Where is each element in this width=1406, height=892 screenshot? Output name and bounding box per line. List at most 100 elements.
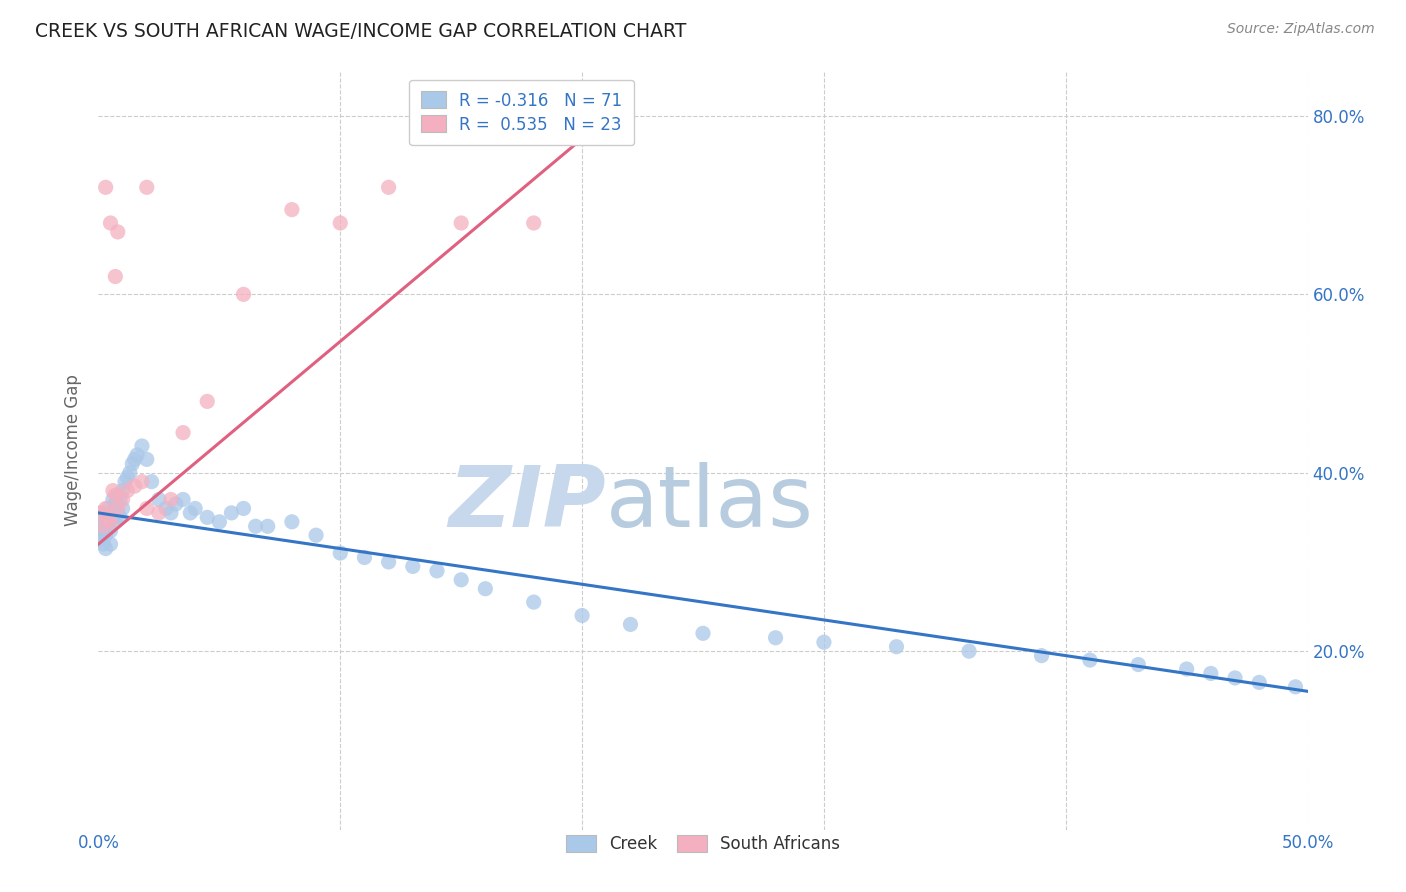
Point bbox=[108, 510, 131, 524]
Point bbox=[104, 488, 127, 502]
Point bbox=[104, 269, 127, 284]
Text: atlas: atlas bbox=[606, 462, 814, 545]
Point bbox=[172, 492, 194, 507]
Point bbox=[91, 537, 114, 551]
Point bbox=[121, 457, 143, 471]
Legend: Creek, South Africans: Creek, South Africans bbox=[555, 825, 851, 863]
Point bbox=[91, 519, 114, 533]
Point bbox=[91, 510, 114, 524]
Point bbox=[111, 483, 134, 498]
Point bbox=[160, 506, 183, 520]
Point bbox=[107, 506, 129, 520]
Y-axis label: Wage/Income Gap: Wage/Income Gap bbox=[65, 375, 83, 526]
Point bbox=[523, 216, 546, 230]
Point bbox=[107, 488, 129, 502]
Point bbox=[135, 180, 157, 194]
Point bbox=[107, 225, 129, 239]
Point bbox=[90, 519, 112, 533]
Point bbox=[141, 475, 163, 489]
Point bbox=[179, 506, 201, 520]
Point bbox=[402, 559, 425, 574]
Point bbox=[111, 492, 134, 507]
Point bbox=[114, 475, 136, 489]
Point bbox=[377, 180, 399, 194]
Point bbox=[135, 452, 157, 467]
Point bbox=[172, 425, 194, 440]
Point bbox=[1284, 680, 1306, 694]
Point bbox=[90, 533, 112, 547]
Point bbox=[957, 644, 980, 658]
Point bbox=[90, 506, 112, 520]
Point bbox=[305, 528, 328, 542]
Point bbox=[97, 501, 120, 516]
Point bbox=[765, 631, 787, 645]
Point bbox=[1078, 653, 1101, 667]
Point bbox=[523, 595, 546, 609]
Point bbox=[184, 501, 207, 516]
Point bbox=[377, 555, 399, 569]
Point bbox=[165, 497, 187, 511]
Point bbox=[131, 475, 153, 489]
Point bbox=[101, 510, 124, 524]
Point bbox=[118, 466, 141, 480]
Point bbox=[100, 216, 122, 230]
Point bbox=[232, 287, 254, 301]
Point bbox=[94, 180, 117, 194]
Point bbox=[329, 216, 352, 230]
Point bbox=[1223, 671, 1246, 685]
Point bbox=[148, 506, 170, 520]
Point bbox=[90, 506, 112, 520]
Point bbox=[1175, 662, 1198, 676]
Point bbox=[108, 492, 131, 507]
Point bbox=[91, 524, 114, 538]
Text: ZIP: ZIP bbox=[449, 462, 606, 545]
Point bbox=[208, 515, 231, 529]
Point bbox=[100, 537, 122, 551]
Point bbox=[450, 216, 472, 230]
Point bbox=[148, 492, 170, 507]
Point bbox=[101, 483, 124, 498]
Point bbox=[1199, 666, 1222, 681]
Point bbox=[1031, 648, 1053, 663]
Point bbox=[117, 483, 139, 498]
Point bbox=[256, 519, 278, 533]
Point bbox=[886, 640, 908, 654]
Point bbox=[135, 501, 157, 516]
Point bbox=[100, 506, 122, 520]
Text: Source: ZipAtlas.com: Source: ZipAtlas.com bbox=[1227, 22, 1375, 37]
Point bbox=[124, 452, 146, 467]
Point bbox=[127, 448, 149, 462]
Point bbox=[155, 501, 177, 516]
Point bbox=[104, 497, 127, 511]
Point bbox=[450, 573, 472, 587]
Point bbox=[281, 202, 304, 217]
Point bbox=[221, 506, 243, 520]
Point bbox=[104, 515, 127, 529]
Point bbox=[97, 519, 120, 533]
Point bbox=[111, 501, 134, 516]
Point bbox=[131, 439, 153, 453]
Point bbox=[94, 528, 117, 542]
Point bbox=[474, 582, 496, 596]
Point bbox=[813, 635, 835, 649]
Point bbox=[124, 479, 146, 493]
Point bbox=[101, 492, 124, 507]
Point bbox=[100, 524, 122, 538]
Point bbox=[245, 519, 267, 533]
Point bbox=[619, 617, 641, 632]
Point bbox=[107, 501, 129, 516]
Point bbox=[195, 510, 218, 524]
Point bbox=[426, 564, 449, 578]
Point bbox=[1249, 675, 1271, 690]
Point bbox=[353, 550, 375, 565]
Point bbox=[97, 510, 120, 524]
Point bbox=[692, 626, 714, 640]
Point bbox=[94, 515, 117, 529]
Point bbox=[281, 515, 304, 529]
Point bbox=[329, 546, 352, 560]
Point bbox=[195, 394, 218, 409]
Point bbox=[160, 492, 183, 507]
Point bbox=[100, 515, 122, 529]
Point bbox=[117, 470, 139, 484]
Point bbox=[94, 501, 117, 516]
